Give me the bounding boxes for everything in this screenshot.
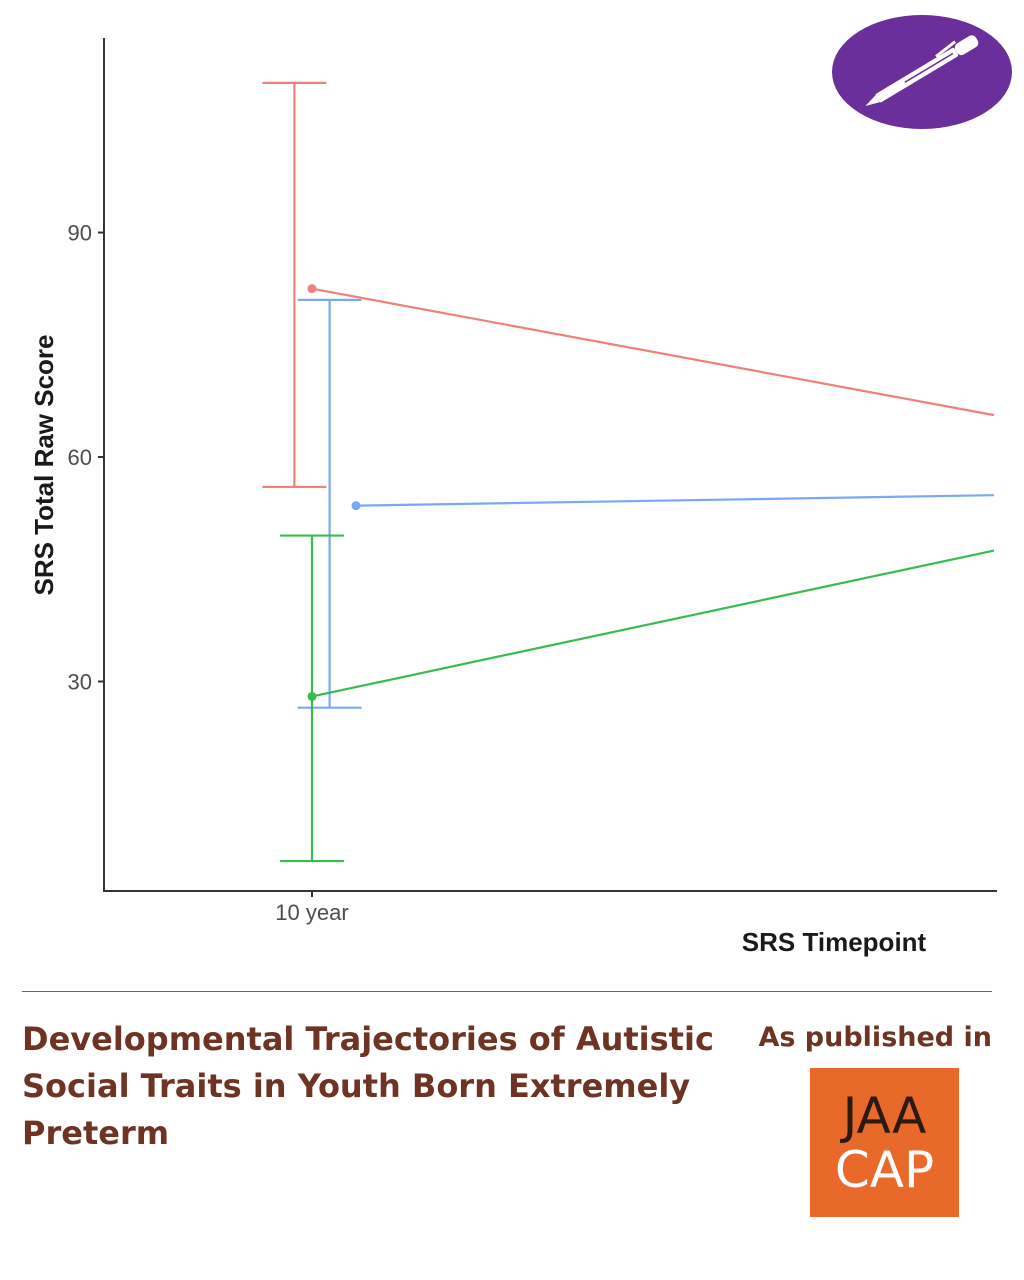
- journal-logo-top: JAA: [842, 1086, 927, 1145]
- footer-divider: [22, 991, 992, 992]
- paper-title: Developmental Trajectories of Autistic S…: [22, 1020, 714, 1152]
- y-tick-label: 60: [68, 445, 92, 470]
- journal-logo-bottom: CAP: [834, 1140, 935, 1199]
- data-point: [307, 284, 317, 294]
- y-tick-label: 90: [68, 221, 92, 246]
- data-point: [351, 501, 361, 511]
- y-axis-title: SRS Total Raw Score: [29, 334, 59, 595]
- pen-logo: [832, 15, 1012, 129]
- pen-icon: [865, 35, 979, 106]
- data-point: [307, 691, 317, 701]
- series-line: [355, 494, 995, 507]
- published-label: As published in: [758, 1022, 992, 1053]
- journal-logo: JAA CAP: [810, 1068, 959, 1217]
- x-tick-label: 10 year: [275, 900, 348, 925]
- y-tick-label: 30: [68, 669, 92, 694]
- chart: 30 60 90 10 year SRS Total Raw Score SRS T…: [29, 15, 1012, 957]
- series-line: [311, 549, 995, 698]
- series-line: [311, 287, 995, 417]
- x-axis-title: SRS Timepoint: [742, 927, 927, 957]
